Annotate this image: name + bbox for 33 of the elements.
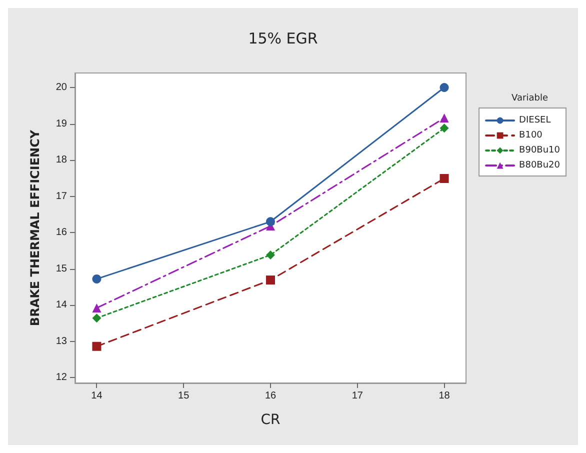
x-tick-label: 18 — [438, 390, 450, 402]
point — [92, 303, 102, 312]
point — [92, 314, 102, 323]
y-tick-label: 15 — [56, 263, 68, 274]
legend-label: B90Bu10 — [519, 146, 560, 156]
y-axis-title: BRAKE THERMAL EFFICIENCY — [28, 130, 42, 326]
y-tick-label: 13 — [56, 336, 68, 347]
point — [266, 217, 275, 226]
y-tick-label: 19 — [56, 118, 68, 130]
y-tick-label: 12 — [56, 372, 68, 384]
y-tick-label: 17 — [56, 190, 68, 202]
x-tick-label: 15 — [178, 390, 190, 402]
point — [266, 250, 275, 260]
x-tick-label: 14 — [91, 390, 103, 402]
chart-title: 15% EGR — [248, 30, 318, 48]
point — [440, 174, 449, 184]
legend-label: DIESEL — [519, 116, 551, 126]
x-tick-label: 17 — [352, 390, 364, 402]
legend-label: B100 — [519, 130, 543, 140]
point — [92, 274, 102, 284]
legend-title: Variable — [512, 94, 548, 104]
y-tick-label: 16 — [56, 227, 68, 238]
point — [266, 276, 275, 285]
y-tick-label: 20 — [56, 82, 68, 94]
point — [440, 83, 449, 92]
point — [92, 342, 102, 351]
x-axis-title: CR — [260, 412, 281, 428]
legend-label: B80Bu20 — [519, 160, 560, 170]
point — [440, 113, 449, 122]
point — [440, 124, 449, 133]
y-tick-label: 14 — [56, 300, 68, 311]
x-tick-label: 16 — [264, 390, 276, 402]
y-tick-label: 18 — [56, 154, 68, 166]
